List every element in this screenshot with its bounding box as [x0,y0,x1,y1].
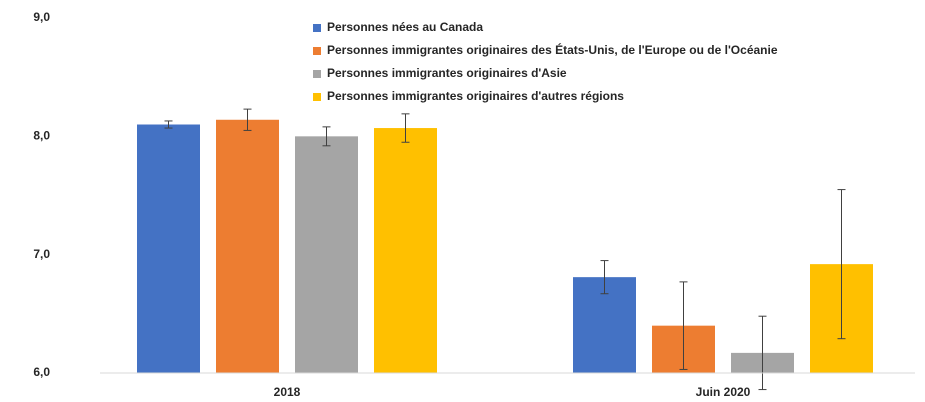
legend-label: Personnes immigrantes originaires d'Asie [327,66,567,80]
bar [137,124,200,373]
legend-swatch [313,70,321,78]
y-tick-label: 8,0 [33,129,50,143]
legend-label: Personnes immigrantes originaires d'autr… [327,89,624,103]
legend-label: Personnes immigrantes originaires des Ét… [327,42,778,57]
y-tick-label: 7,0 [33,247,50,261]
legend-swatch [313,93,321,101]
bar [295,136,358,373]
x-tick-label: 2018 [274,385,301,399]
legend-swatch [313,24,321,32]
legend-swatch [313,47,321,55]
legend-label: Personnes nées au Canada [327,20,483,34]
bar [216,119,279,374]
x-tick-label: Juin 2020 [696,385,751,399]
y-tick-label: 6,0 [33,365,50,379]
bar [374,128,437,373]
y-tick-label: 9,0 [33,10,50,24]
